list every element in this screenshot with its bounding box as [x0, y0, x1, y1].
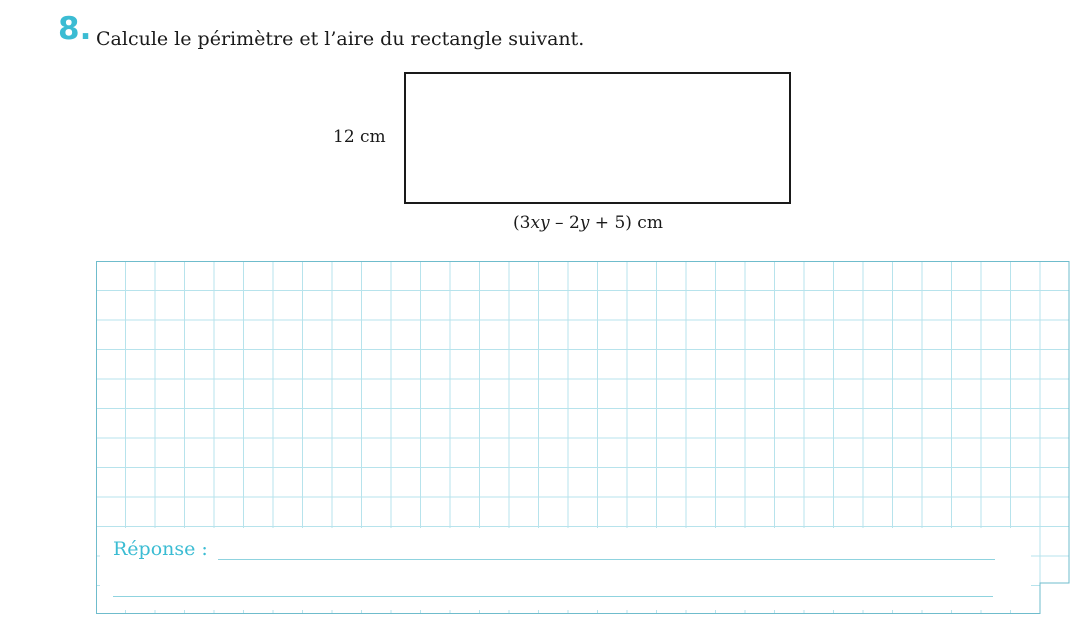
answer-line-2[interactable] — [113, 596, 993, 597]
exercise-number: 8. — [58, 11, 92, 47]
rectangle-height-label: 12 cm — [333, 127, 386, 147]
answer-line-1[interactable] — [218, 559, 995, 560]
width-label-var-xy: xy — [530, 213, 550, 233]
width-label-part: + 5) cm — [589, 213, 663, 233]
width-label-var-y: y — [579, 213, 590, 233]
answer-area[interactable]: Réponse : — [100, 528, 1031, 610]
width-label-part: – 2 — [549, 213, 580, 233]
exercise-statement: Calcule le périmètre et l’aire du rectan… — [96, 28, 585, 50]
width-label-part: (3 — [513, 213, 531, 233]
grid-border — [96, 261, 1070, 614]
rectangle-figure — [404, 72, 791, 204]
answer-label: Réponse : — [113, 538, 208, 560]
rectangle-width-label: (3xy – 2y + 5) cm — [513, 215, 663, 232]
